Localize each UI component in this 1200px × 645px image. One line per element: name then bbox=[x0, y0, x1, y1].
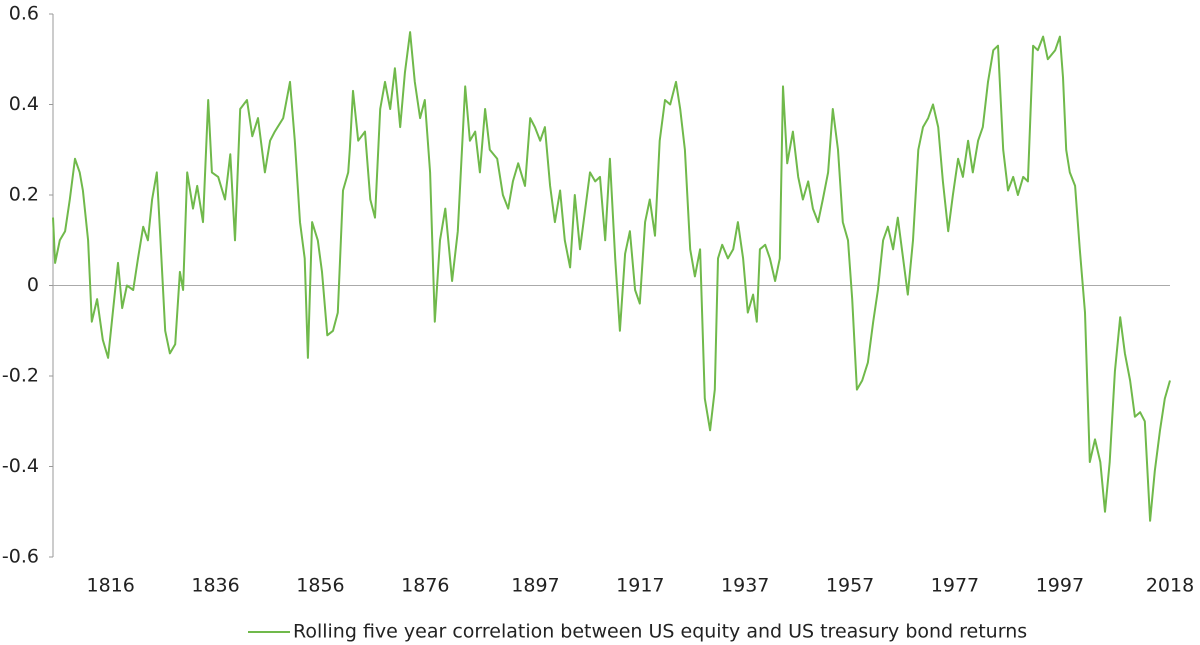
x-tick-label: 1856 bbox=[296, 575, 344, 597]
x-tick-label: 1957 bbox=[826, 575, 874, 597]
y-tick-label: 0.6 bbox=[9, 3, 39, 25]
x-tick-label: 1997 bbox=[1036, 575, 1084, 597]
y-tick-label: -0.2 bbox=[2, 365, 39, 387]
x-tick-label: 1917 bbox=[616, 575, 664, 597]
y-tick-label: -0.4 bbox=[2, 455, 39, 477]
y-tick-label: 0 bbox=[27, 274, 39, 296]
x-tick-label: 2018 bbox=[1146, 575, 1194, 597]
x-tick-label: 1836 bbox=[191, 575, 239, 597]
legend-label: Rolling five year correlation between US… bbox=[293, 621, 1027, 643]
y-tick-label: -0.6 bbox=[2, 546, 39, 568]
x-tick-label: 1876 bbox=[401, 575, 449, 597]
x-tick-label: 1897 bbox=[511, 575, 559, 597]
x-tick-label: 1816 bbox=[87, 575, 135, 597]
y-tick-label: 0.4 bbox=[9, 93, 39, 115]
series-line bbox=[52, 31, 1171, 522]
x-tick-label: 1937 bbox=[721, 575, 769, 597]
x-tick-label: 1977 bbox=[931, 575, 979, 597]
y-tick-label: 0.2 bbox=[9, 184, 39, 206]
